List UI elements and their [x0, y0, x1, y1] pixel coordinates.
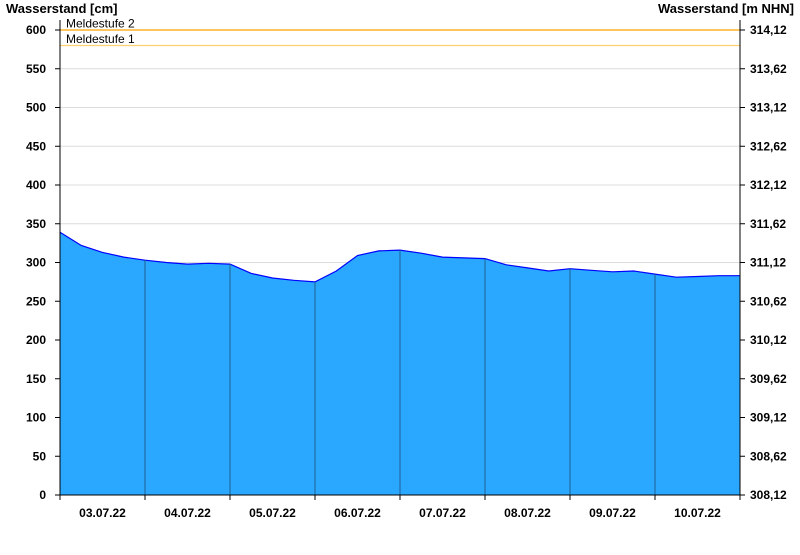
right-tick-label: 310,12: [750, 333, 787, 347]
x-tick-label: 06.07.22: [334, 506, 381, 520]
right-tick-label: 308,12: [750, 488, 787, 502]
right-tick-label: 308,62: [750, 449, 787, 463]
left-tick-label: 600: [26, 23, 46, 37]
threshold-label: Meldestufe 2: [66, 17, 135, 31]
left-tick-label: 250: [26, 294, 46, 308]
right-tick-label: 313,12: [750, 101, 787, 115]
left-tick-label: 350: [26, 217, 46, 231]
x-tick-label: 09.07.22: [589, 506, 636, 520]
left-tick-label: 0: [39, 488, 46, 502]
right-tick-label: 309,12: [750, 411, 787, 425]
threshold-label: Meldestufe 1: [66, 32, 135, 46]
right-tick-label: 312,62: [750, 139, 787, 153]
left-tick-label: 50: [33, 449, 47, 463]
x-tick-label: 08.07.22: [504, 506, 551, 520]
left-tick-label: 550: [26, 62, 46, 76]
right-tick-label: 310,62: [750, 294, 787, 308]
right-tick-label: 311,12: [750, 256, 786, 270]
left-tick-label: 500: [26, 101, 46, 115]
left-tick-label: 300: [26, 256, 46, 270]
x-tick-label: 07.07.22: [419, 506, 466, 520]
right-axis-title: Wasserstand [m NHN]: [658, 1, 794, 16]
right-tick-label: 314,12: [750, 23, 787, 37]
left-tick-label: 100: [26, 411, 46, 425]
left-tick-label: 150: [26, 372, 46, 386]
x-tick-label: 04.07.22: [164, 506, 211, 520]
left-tick-label: 200: [26, 333, 46, 347]
left-axis-title: Wasserstand [cm]: [6, 1, 118, 16]
right-tick-label: 309,62: [750, 372, 787, 386]
right-tick-label: 312,12: [750, 178, 787, 192]
x-tick-label: 05.07.22: [249, 506, 296, 520]
x-tick-label: 10.07.22: [674, 506, 721, 520]
left-tick-label: 450: [26, 139, 46, 153]
right-tick-label: 313,62: [750, 62, 787, 76]
x-tick-label: 03.07.22: [79, 506, 126, 520]
left-tick-label: 400: [26, 178, 46, 192]
right-tick-label: 311,62: [750, 217, 786, 231]
